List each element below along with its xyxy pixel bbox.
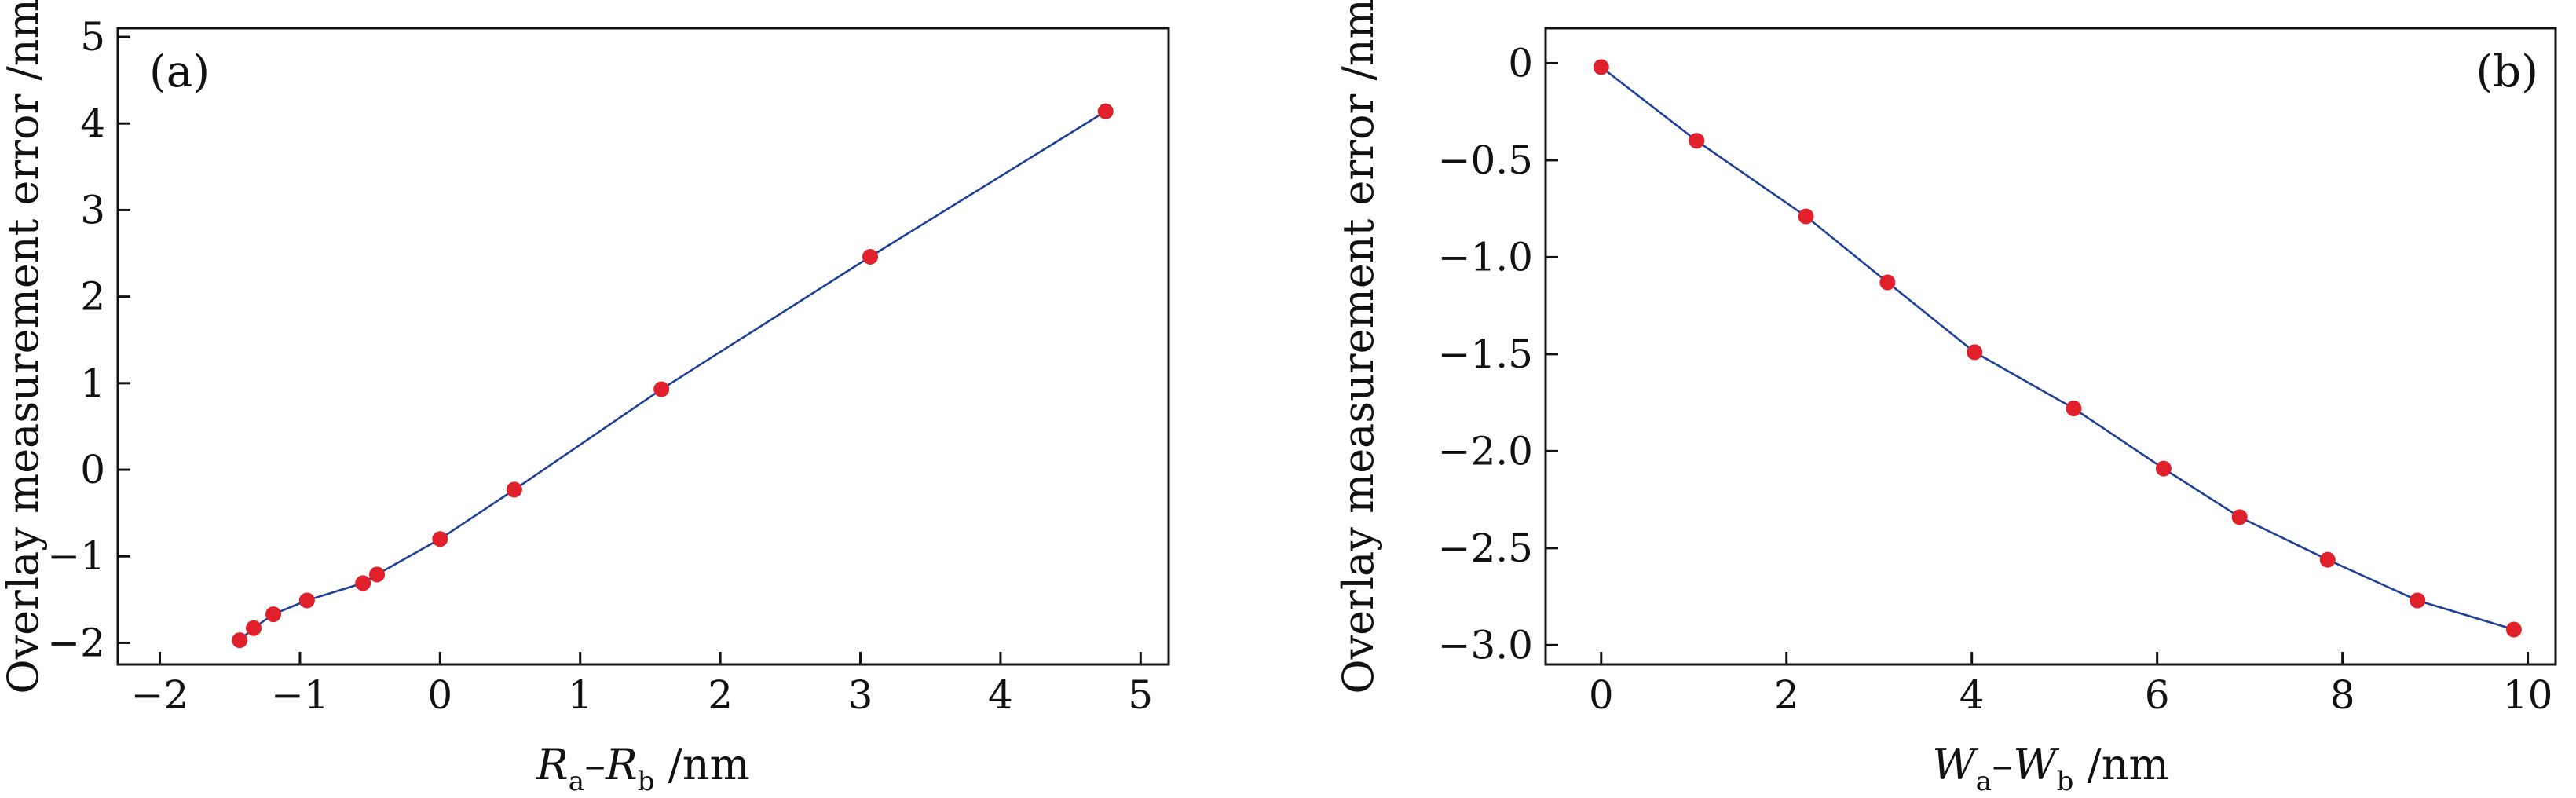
data-point-a-5 — [369, 566, 386, 583]
data-point-a-9 — [862, 248, 879, 265]
data-point-b-2 — [1798, 208, 1814, 225]
x-axis-label-b-sub1: a — [1976, 766, 1992, 797]
data-point-b-9 — [2410, 592, 2426, 609]
data-point-b-10 — [2505, 621, 2522, 638]
y-tick-label-a-7: 5 — [80, 14, 105, 60]
data-point-a-0 — [232, 632, 248, 649]
y-tick-label-b-0: 0 — [1508, 40, 1533, 86]
y-tick-label-a-5: 3 — [80, 187, 105, 232]
axes-b: 0 2 4 6 8 10 0 −0.5 −1.0 −1.5 −2.0 −2.5 −3.0 — [1438, 40, 2553, 718]
data-point-b-1 — [1689, 133, 1705, 149]
data-point-a-7 — [506, 481, 522, 498]
x-tick-label-b-5: 10 — [2503, 672, 2553, 718]
x-axis-label-b-main: W — [1932, 740, 1979, 789]
y-tick-label-a-3: 1 — [80, 361, 105, 406]
axes-a: −2 −1 0 1 2 3 4 5 −2 −1 0 1 2 3 4 5 — [47, 14, 1153, 718]
plot-frame-a — [116, 27, 1170, 666]
x-tick-label-a-2: 0 — [427, 672, 452, 718]
x-tick-label-b-3: 6 — [2145, 672, 2170, 718]
x-axis-label-b-main2: W — [2013, 740, 2060, 789]
y-tick-label-b-4: −2.0 — [1438, 428, 1533, 474]
panel-b: 0 2 4 6 8 10 0 −0.5 −1.0 −1.5 −2.0 −2.5 −3.0 (b) Ove… — [1334, 0, 2557, 797]
series-line-a-0 — [239, 110, 1107, 642]
x-tick-label-a-3: 1 — [568, 672, 593, 718]
data-point-b-4 — [1967, 344, 1983, 361]
x-axis-label-a-unit: /nm — [655, 740, 750, 789]
x-axis-label-a-main2: R — [605, 740, 638, 789]
x-axis-label-a: Ra–Rb /nm — [536, 740, 750, 797]
data-point-a-8 — [653, 381, 670, 397]
data-point-a-6 — [432, 531, 448, 547]
panel-a: −2 −1 0 1 2 3 4 5 −2 −1 0 1 2 3 4 5 (a) Overlay measure… — [0, 0, 1170, 797]
y-tick-label-b-5: −2.5 — [1438, 525, 1533, 571]
data-point-a-2 — [265, 606, 282, 623]
series-a — [232, 103, 1114, 649]
plot-frame-b — [1544, 27, 2557, 666]
x-axis-label-a-sub2: b — [638, 766, 655, 797]
y-tick-label-a-0: −2 — [47, 620, 105, 665]
x-tick-label-b-0: 0 — [1589, 672, 1614, 718]
x-axis-label-b: Wa–Wb /nm — [1932, 740, 2168, 797]
data-point-b-3 — [1879, 274, 1896, 291]
data-point-a-3 — [298, 592, 315, 609]
data-point-b-0 — [1593, 59, 1609, 75]
data-point-b-8 — [2319, 551, 2336, 568]
y-tick-label-a-2: 0 — [80, 447, 105, 492]
x-tick-label-b-2: 4 — [1959, 672, 1985, 718]
x-axis-label-b-dash: – — [1992, 740, 2013, 789]
panel-label-b: (b) — [2475, 46, 2538, 97]
x-tick-label-b-4: 8 — [2330, 672, 2355, 718]
y-axis-label-a: Overlay measurement error /nm — [0, 0, 48, 694]
x-tick-label-a-1: −1 — [271, 672, 329, 718]
data-point-b-6 — [2155, 460, 2172, 477]
y-tick-label-a-6: 4 — [80, 101, 105, 146]
x-tick-label-a-7: 5 — [1128, 672, 1153, 718]
data-point-b-7 — [2231, 509, 2248, 525]
x-axis-label-b-unit: /nm — [2073, 740, 2168, 789]
x-tick-label-a-0: −2 — [131, 672, 189, 718]
x-tick-label-a-4: 2 — [708, 672, 733, 718]
y-tick-label-b-3: −1.5 — [1438, 331, 1533, 377]
series-line-b-0 — [1601, 66, 2515, 631]
data-point-a-4 — [355, 575, 371, 591]
panel-label-a: (a) — [149, 46, 210, 97]
y-tick-label-b-2: −1.0 — [1438, 234, 1533, 280]
y-tick-label-a-4: 2 — [80, 274, 105, 320]
x-axis-label-a-main: R — [536, 740, 569, 789]
x-tick-label-b-1: 2 — [1774, 672, 1799, 718]
x-axis-label-a-sub1: a — [569, 766, 584, 797]
data-point-b-5 — [2066, 401, 2082, 417]
x-tick-label-a-5: 3 — [848, 672, 873, 718]
x-axis-label-a-dash: – — [584, 740, 606, 789]
series-b — [1593, 59, 2522, 638]
y-axis-label-b: Overlay measurement error /nm — [1334, 0, 1383, 694]
x-tick-label-a-6: 4 — [988, 672, 1013, 718]
data-point-a-10 — [1097, 103, 1114, 119]
x-axis-label-b-sub2: b — [2057, 766, 2074, 797]
y-tick-label-b-1: −0.5 — [1438, 137, 1533, 183]
y-tick-label-a-1: −1 — [47, 533, 105, 579]
y-tick-label-b-6: −3.0 — [1438, 622, 1533, 668]
data-point-a-1 — [246, 620, 262, 636]
